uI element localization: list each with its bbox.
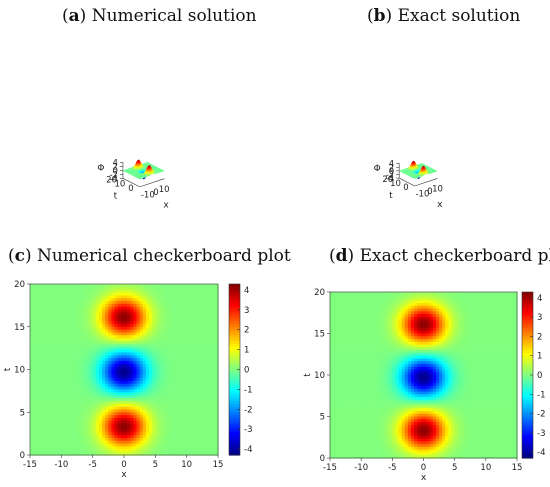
z-axis-label: Φ [97, 164, 104, 174]
x-axis-label: x [163, 200, 169, 210]
x-axis-line [139, 178, 165, 188]
z-tick-label: 4 [389, 160, 394, 170]
t-axis-label: t [389, 191, 393, 201]
panel-d-title-text: Exact checkerboard plot [359, 246, 550, 266]
panel-d-title: (d) Exact checkerboard plot [329, 246, 550, 266]
x-tick-label: 10 [159, 185, 170, 195]
t-tick-label: 0 [403, 183, 408, 193]
panel-c-title: (c) Numerical checkerboard plot [8, 246, 291, 266]
x-axis-label: x [437, 200, 443, 210]
panel-c-title-text: Numerical checkerboard plot [37, 246, 291, 266]
t-axis-line [122, 178, 140, 188]
z-axis-label: Φ [374, 164, 381, 174]
panel-b-title: (b) Exact solution [367, 6, 521, 26]
t-tick-label: 20 [382, 175, 393, 185]
panel-d-letter: d [335, 246, 348, 266]
panel-a-title: (a) Numerical solution [62, 6, 257, 26]
t-tick-label: 20 [106, 175, 117, 185]
panel-c-letter: c [14, 246, 25, 266]
panel-b-title-text: Exact solution [397, 6, 521, 26]
panel-b-letter: b [373, 6, 386, 26]
x-tick-label: 10 [432, 185, 443, 195]
panel-a-title-text: Numerical solution [91, 6, 257, 26]
z-tick-label: 4 [113, 159, 118, 169]
t-axis-label: t [114, 192, 118, 202]
t-tick-label: 0 [128, 184, 133, 194]
panel-a-letter: a [68, 6, 80, 26]
